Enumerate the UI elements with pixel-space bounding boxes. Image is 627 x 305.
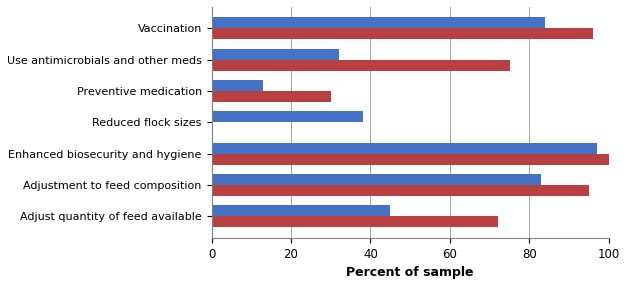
Bar bbox=[211, 217, 498, 228]
Bar bbox=[211, 206, 391, 217]
Bar bbox=[211, 80, 263, 91]
Bar bbox=[211, 143, 597, 154]
X-axis label: Percent of sample: Percent of sample bbox=[347, 266, 474, 279]
Bar bbox=[211, 49, 339, 60]
Bar bbox=[211, 185, 589, 196]
Bar bbox=[211, 91, 331, 102]
Bar bbox=[211, 154, 609, 165]
Bar bbox=[211, 174, 541, 185]
Bar bbox=[211, 17, 545, 28]
Bar bbox=[211, 28, 593, 39]
Bar bbox=[211, 111, 362, 122]
Bar bbox=[211, 60, 510, 71]
